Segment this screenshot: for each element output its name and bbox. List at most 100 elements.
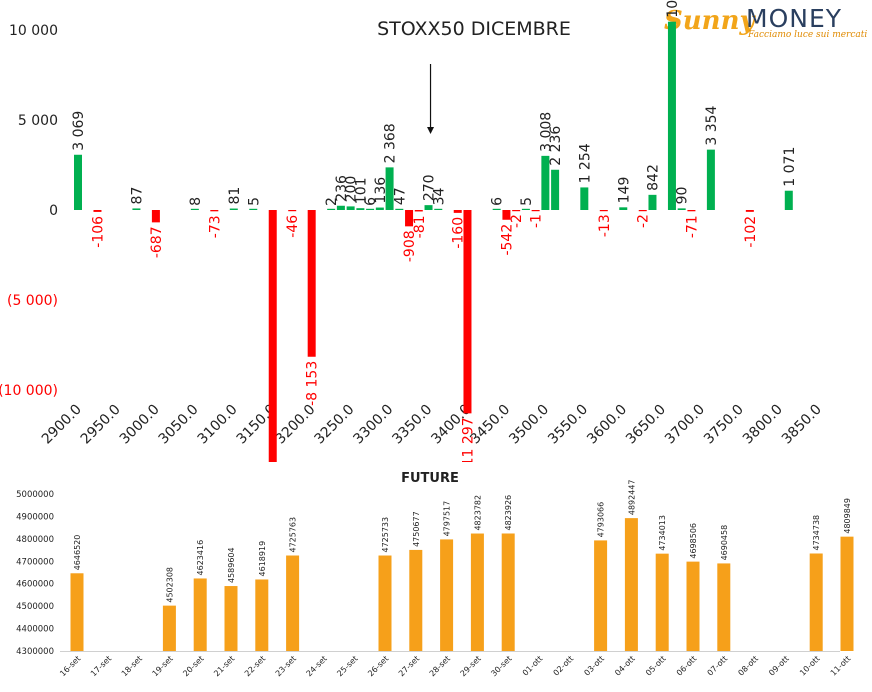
y-tick-label: 4700000 [16,557,54,567]
bar-value-label: 4698506 [689,523,698,559]
bar-value-label: 4690458 [720,525,729,561]
strike-bar [74,154,82,210]
bar-value-label: 101 [353,177,369,204]
bar-value-label: -71 [684,215,700,238]
x-tick-label: 05-ott [644,654,668,678]
bar-value-label: 10 461 [665,0,681,18]
bar-value-label: -160 [451,217,467,249]
future-bar [686,561,700,651]
bar-value-label: 1 071 [782,147,798,187]
x-tick-label: 08-ott [736,654,760,678]
strike-bar [619,207,628,210]
x-tick-label: 2950.0 [78,402,124,448]
strike-bar [677,208,686,210]
bar-value-label: 4589604 [227,547,236,583]
strike-bar [434,208,443,210]
future-chart: 5000000 4900000 4800000 4700000 4600000 45000… [16,479,854,678]
bar-value-label: 2 [324,197,340,206]
bar-value-label: -46 [285,215,301,238]
x-tick-label: 30-set [489,654,513,678]
logo-sunny-text: Sunny [664,6,755,36]
bar-value-label: 149 [616,177,632,204]
strike-bar [492,208,501,210]
future-bar [162,605,176,651]
x-tick-label: 29-set [459,654,483,678]
strike-bar [405,210,414,227]
x-tick-label: 3200.0 [273,402,319,448]
x-tick-label: 07-ott [706,654,730,678]
x-tick-label: 3600.0 [584,402,630,448]
chart-title-stoxx: STOXX50 DICEMBRE [377,18,571,40]
strike-bar [453,210,462,213]
strike-bar [463,210,472,414]
bar-value-label: 4725733 [381,517,390,553]
bar-value-label: -13 [597,214,613,237]
bar-value-label: 200 [344,176,360,203]
bar-value-label: 236 [334,175,350,202]
bar-value-label: -102 [743,216,759,248]
strike-bar [375,207,384,210]
x-tick-label: 3050.0 [156,402,202,448]
x-tick-label: 25-set [335,654,359,678]
future-bar [193,578,207,651]
strike-bar [93,210,102,212]
future-bar [501,533,515,651]
y-tick-label: 10 000 [9,23,58,39]
future-bar [809,553,823,651]
y-tick-label: 4600000 [16,580,54,590]
bar-value-label: -908 [402,230,418,262]
bar-value-label: 4623416 [196,540,205,576]
bar-value-label: 87 [129,187,145,205]
strike-bar [638,210,647,212]
x-tick-label: 3500.0 [506,402,552,448]
strike-bar [151,210,160,223]
bar-value-label: 4823926 [504,495,513,531]
y-tick-label: (10 000) [0,383,58,399]
x-tick-label: 3850.0 [779,402,825,448]
logo-tagline: Facciamo luce sui mercati [748,30,868,40]
bar-value-label: 5 [519,197,535,206]
chart-title-future: FUTURE [401,471,459,486]
x-tick-label: 3550.0 [545,402,591,448]
bar-value-label: -1 [529,214,545,228]
bar-value-label: 47 [392,187,408,205]
bar-value-label: 3 354 [704,105,720,145]
bar-value-label: 270 [422,174,438,201]
strike-bar [366,208,375,210]
x-tick-label: 2900.0 [39,402,85,448]
x-tick-label: 04-ott [613,654,637,678]
bar-value-label: -687 [149,226,165,258]
bar-value-label: 5 [246,197,262,206]
strike-bar [784,190,793,210]
y-tick-label: (5 000) [7,293,58,309]
x-tick-label: 3350.0 [389,402,435,448]
bar-value-label: 842 [645,164,661,191]
strike-bar [229,208,238,210]
future-bar [594,540,608,651]
bar-value-label: -542 [499,224,515,256]
x-tick-label: 3000.0 [117,402,163,448]
y-tick-label: 4400000 [16,625,54,635]
strike-bar [268,210,277,462]
future-bar [470,533,484,651]
future-bar [624,518,638,651]
bar-value-label: 136 [373,177,389,204]
bar-value-label: 3 069 [71,111,87,151]
x-tick-label: 17-set [89,654,113,678]
x-tick-label: 3650.0 [623,402,669,448]
bar-value-label: 81 [227,187,243,205]
y-tick-label: 4500000 [16,602,54,612]
strike-bar [599,210,608,212]
x-tick-label: 19-set [151,654,175,678]
x-tick-label: 23-set [274,654,298,678]
bar-value-label: -11 297 [460,417,476,462]
y-tick-label: 0 [49,203,58,219]
future-bar [255,579,269,651]
y-tick-label: 5000000 [16,490,54,500]
x-tick-label: 20-set [181,654,205,678]
future-bar [224,586,238,651]
bar-value-label: 6 [363,197,379,206]
future-bar [440,539,454,651]
x-tick-label: 24-set [305,654,329,678]
strike-bar [551,169,560,210]
